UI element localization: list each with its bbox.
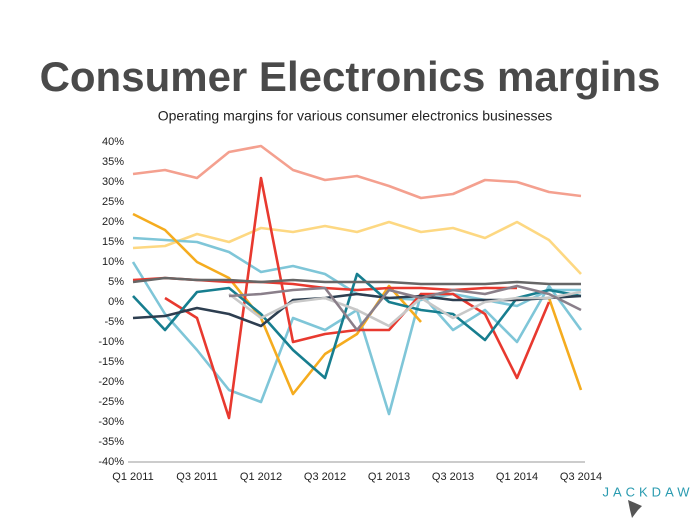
- chart-subtitle: Operating margins for various consumer e…: [158, 108, 553, 124]
- y-tick-label: 30%: [102, 176, 124, 188]
- x-tick-label: Q3 2014: [560, 471, 602, 483]
- y-tick-label: 10%: [102, 256, 124, 268]
- y-tick-label: 20%: [102, 216, 124, 228]
- series-line: [132, 276, 581, 286]
- y-tick-label: -15%: [98, 356, 124, 368]
- y-tick-label: 40%: [102, 136, 124, 148]
- x-tick-label: Q1 2013: [368, 471, 410, 483]
- series-line: [132, 236, 581, 308]
- x-tick-label: Q3 2011: [176, 471, 217, 483]
- series-line: [228, 290, 582, 328]
- series-line: [132, 220, 582, 275]
- logo: JACKDAW: [602, 484, 693, 499]
- y-tick-label: -40%: [98, 456, 124, 468]
- y-tick-label: -10%: [98, 336, 124, 348]
- y-tick-label: 35%: [102, 156, 124, 168]
- y-tick-label: 25%: [102, 196, 124, 208]
- x-tick-label: Q3 2012: [304, 471, 346, 483]
- y-tick-label: -25%: [98, 396, 124, 408]
- y-tick-label: 15%: [102, 236, 124, 248]
- x-tick-label: Q1 2011: [112, 471, 153, 483]
- y-tick-label: -30%: [98, 416, 124, 428]
- y-tick-label: -20%: [98, 376, 124, 388]
- logo-bird: [628, 500, 642, 518]
- x-tick-label: Q1 2014: [496, 471, 538, 483]
- y-tick-label: 0%: [108, 296, 124, 308]
- x-tick-label: Q1 2012: [240, 471, 282, 483]
- x-tick-label: Q3 2013: [432, 471, 474, 483]
- series-line: [131, 261, 583, 416]
- series-line: [228, 284, 582, 332]
- plot-area: [131, 144, 583, 420]
- y-tick-label: -5%: [104, 316, 124, 328]
- series-line: [132, 144, 582, 200]
- y-tick-label: 5%: [108, 276, 124, 288]
- chart-title: Consumer Electronics margins: [40, 53, 661, 100]
- series-line: [132, 272, 582, 380]
- y-tick-label: -35%: [98, 436, 124, 448]
